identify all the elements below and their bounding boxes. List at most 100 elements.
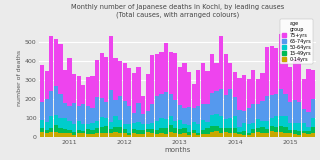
- Bar: [155, 134, 159, 136]
- Bar: [123, 101, 127, 124]
- Bar: [306, 127, 311, 131]
- Bar: [228, 133, 233, 136]
- Bar: [311, 100, 315, 118]
- Title: Monthly number of Japanese deaths in Kochi, by leading causes
(Total causes, wit: Monthly number of Japanese deaths in Koc…: [71, 4, 284, 18]
- Bar: [201, 120, 205, 130]
- Bar: [40, 128, 44, 132]
- Bar: [118, 61, 122, 96]
- Bar: [247, 79, 251, 108]
- Bar: [63, 133, 67, 136]
- Bar: [297, 135, 301, 136]
- Bar: [54, 132, 58, 136]
- Bar: [109, 128, 113, 133]
- Bar: [242, 131, 246, 135]
- Bar: [306, 131, 311, 134]
- Bar: [302, 108, 306, 123]
- Bar: [279, 89, 283, 116]
- Bar: [49, 132, 53, 136]
- Bar: [205, 104, 210, 122]
- Bar: [284, 94, 288, 116]
- Bar: [270, 131, 274, 136]
- Bar: [127, 106, 132, 124]
- Bar: [132, 73, 136, 113]
- Bar: [81, 124, 85, 131]
- Bar: [297, 102, 301, 123]
- Bar: [279, 34, 283, 89]
- Bar: [219, 36, 223, 89]
- Bar: [219, 89, 223, 116]
- Bar: [284, 59, 288, 94]
- Bar: [159, 52, 164, 94]
- Bar: [260, 73, 265, 101]
- Bar: [182, 63, 187, 108]
- Bar: [237, 78, 242, 110]
- Bar: [242, 135, 246, 136]
- Bar: [274, 94, 278, 116]
- Bar: [118, 127, 122, 133]
- Bar: [150, 55, 154, 104]
- Bar: [132, 132, 136, 136]
- Bar: [81, 131, 85, 133]
- Bar: [104, 133, 108, 136]
- Bar: [265, 133, 269, 136]
- Bar: [159, 118, 164, 128]
- Bar: [109, 36, 113, 90]
- Bar: [63, 103, 67, 118]
- Bar: [123, 63, 127, 101]
- Bar: [224, 95, 228, 119]
- Bar: [146, 129, 150, 132]
- Bar: [91, 134, 95, 136]
- Bar: [173, 100, 177, 121]
- Bar: [58, 44, 62, 94]
- Bar: [72, 74, 76, 103]
- Bar: [237, 134, 242, 136]
- Bar: [109, 122, 113, 128]
- Bar: [288, 67, 292, 102]
- Bar: [214, 114, 219, 126]
- Bar: [233, 97, 237, 116]
- Bar: [205, 128, 210, 134]
- Bar: [113, 100, 118, 116]
- Bar: [104, 126, 108, 133]
- Bar: [306, 112, 311, 127]
- Bar: [251, 123, 255, 129]
- Bar: [247, 124, 251, 132]
- Bar: [86, 134, 90, 136]
- Bar: [77, 121, 81, 130]
- Bar: [164, 128, 168, 134]
- Bar: [123, 129, 127, 133]
- Bar: [54, 125, 58, 132]
- Bar: [164, 92, 168, 119]
- Bar: [77, 130, 81, 133]
- Bar: [292, 130, 297, 134]
- Bar: [77, 106, 81, 121]
- Bar: [54, 115, 58, 125]
- Bar: [182, 128, 187, 133]
- Bar: [284, 127, 288, 132]
- Bar: [247, 132, 251, 135]
- Bar: [214, 126, 219, 131]
- Bar: [58, 94, 62, 118]
- Bar: [219, 116, 223, 128]
- Bar: [187, 132, 191, 135]
- Bar: [155, 96, 159, 121]
- Bar: [155, 130, 159, 134]
- Bar: [81, 133, 85, 136]
- Bar: [123, 133, 127, 136]
- Bar: [247, 135, 251, 136]
- Bar: [210, 115, 214, 126]
- Bar: [279, 132, 283, 136]
- Bar: [49, 36, 53, 92]
- Bar: [86, 106, 90, 124]
- Bar: [242, 75, 246, 111]
- Bar: [187, 72, 191, 107]
- Bar: [210, 132, 214, 136]
- Bar: [251, 104, 255, 123]
- Bar: [256, 104, 260, 119]
- Bar: [228, 128, 233, 133]
- Bar: [155, 54, 159, 96]
- Bar: [44, 133, 49, 136]
- Bar: [302, 123, 306, 131]
- Y-axis label: number of deaths: number of deaths: [17, 50, 22, 106]
- Bar: [95, 133, 99, 136]
